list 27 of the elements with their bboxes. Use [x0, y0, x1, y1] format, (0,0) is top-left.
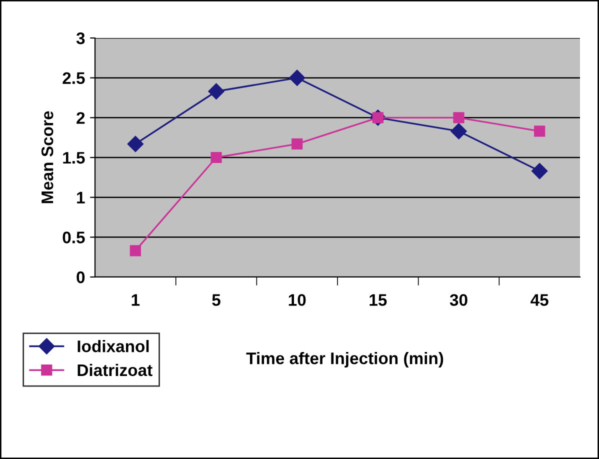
y-tick-label: 0.5	[62, 232, 85, 244]
point	[292, 138, 303, 150]
y-tick-label: 2.5	[62, 72, 85, 84]
point	[208, 83, 224, 100]
point	[127, 136, 144, 152]
point	[532, 162, 548, 180]
point	[130, 245, 141, 256]
point	[450, 123, 467, 140]
x-tick-label: 5	[212, 294, 220, 306]
x-tick-label: 45	[530, 294, 548, 306]
y-axis-title: Mean Score	[41, 111, 54, 204]
y-tick-label: 1.5	[63, 152, 85, 164]
x-tick-label: 15	[370, 294, 387, 306]
x-axis-title: Time after Injection (min)	[246, 352, 444, 368]
y-tick-label: 3	[76, 32, 85, 44]
x-tick-label: 10	[288, 294, 306, 306]
y-tick-label: 2	[76, 112, 85, 124]
y-tick-label: 1	[77, 192, 85, 204]
legend-label: Iodixanol	[78, 340, 149, 352]
y-tick-label: 0	[76, 271, 85, 284]
point	[453, 112, 464, 124]
x-tick-label: 1	[132, 294, 140, 306]
x-tick-label: 30	[450, 294, 468, 306]
point	[210, 152, 222, 164]
legend-label: Diatrizoat	[78, 364, 152, 376]
point	[534, 126, 546, 137]
point	[289, 70, 306, 86]
